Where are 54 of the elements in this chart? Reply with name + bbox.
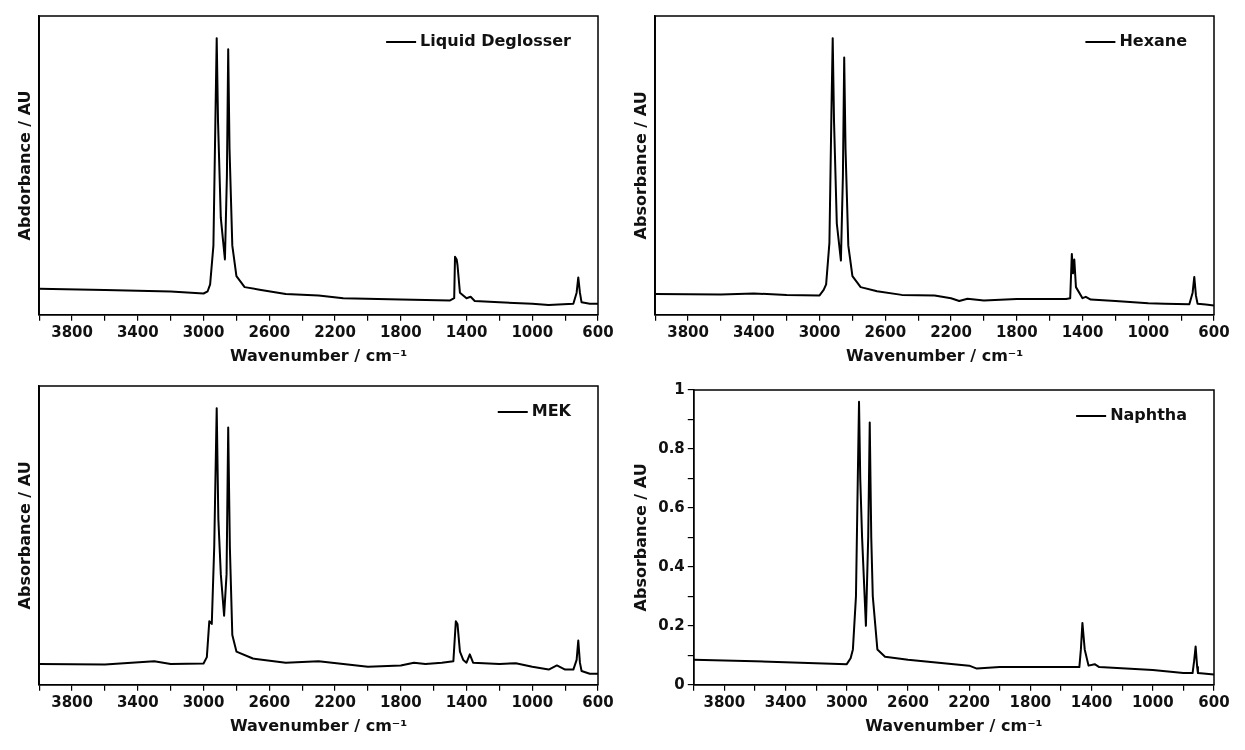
x-tick-label: 1000 — [1127, 322, 1170, 341]
x-tick-label: 2600 — [248, 322, 291, 341]
x-tick-label: 3000 — [825, 692, 868, 711]
x-tick-label: 1800 — [995, 322, 1038, 341]
x-tick-label: 1800 — [1009, 692, 1052, 711]
y-tick-label: 1 — [674, 379, 685, 398]
legend-label: Hexane — [1119, 31, 1188, 51]
x-tick-label: 600 — [1198, 692, 1230, 711]
x-tick-label: 3800 — [667, 322, 709, 341]
legend-label: Naphtha — [1110, 405, 1188, 425]
x-tick-label: 1000 — [511, 322, 554, 341]
x-tick-label: 3000 — [182, 692, 225, 711]
y-tick-label: 0.2 — [658, 615, 685, 634]
y-tick-label: 0.4 — [658, 556, 685, 575]
legend-label: MEK — [531, 401, 572, 421]
x-tick-label: 1000 — [511, 692, 554, 711]
x-tick-label: 3400 — [732, 322, 775, 341]
x-tick-label: 1400 — [1061, 322, 1104, 341]
x-tick-label: 3800 — [51, 322, 93, 341]
x-tick-label: 600 — [582, 322, 614, 341]
x-tick-label: 3400 — [764, 692, 807, 711]
x-tick-label: 1400 — [445, 692, 488, 711]
x-tick-label: 3000 — [798, 322, 841, 341]
x-tick-label: 2200 — [930, 322, 972, 341]
y-axis-title: Absorbance / AU — [630, 91, 650, 240]
x-tick-label: 2200 — [314, 322, 356, 341]
y-tick-label: 0.8 — [658, 438, 685, 457]
x-tick-label: 1400 — [1070, 692, 1113, 711]
legend-label: Liquid Deglosser — [420, 31, 572, 51]
y-axis-title: Absorbance / AU — [14, 461, 34, 610]
x-tick-label: 1000 — [1131, 692, 1174, 711]
x-tick-label: 2200 — [314, 692, 356, 711]
x-tick-label: 2600 — [864, 322, 907, 341]
x-tick-label: 1800 — [379, 692, 422, 711]
y-axis-title: Absorbance / AU — [630, 463, 650, 612]
y-axis-title: Abdorbance / AU — [14, 90, 34, 241]
x-tick-label: 2200 — [948, 692, 991, 711]
x-tick-label: 1800 — [379, 322, 422, 341]
x-tick-label: 2600 — [887, 692, 929, 711]
x-tick-label: 3000 — [182, 322, 225, 341]
x-tick-label: 1400 — [445, 322, 488, 341]
x-tick-label: 2600 — [248, 692, 291, 711]
x-tick-label: 3400 — [116, 692, 159, 711]
x-axis-title: Wavenumber / cm⁻¹ — [865, 715, 1043, 735]
x-tick-label: 3800 — [51, 692, 93, 711]
y-tick-label: 0.6 — [658, 497, 685, 516]
x-axis-title: Wavenumber / cm⁻¹ — [845, 345, 1024, 365]
x-tick-label: 600 — [582, 692, 614, 711]
x-axis-title: Wavenumber / cm⁻¹ — [229, 715, 408, 735]
x-tick-label: 3400 — [116, 322, 159, 341]
y-tick-label: 0 — [674, 674, 685, 693]
x-tick-label: 3800 — [703, 692, 746, 711]
x-axis-title: Wavenumber / cm⁻¹ — [229, 345, 408, 365]
x-tick-label: 600 — [1198, 322, 1230, 341]
